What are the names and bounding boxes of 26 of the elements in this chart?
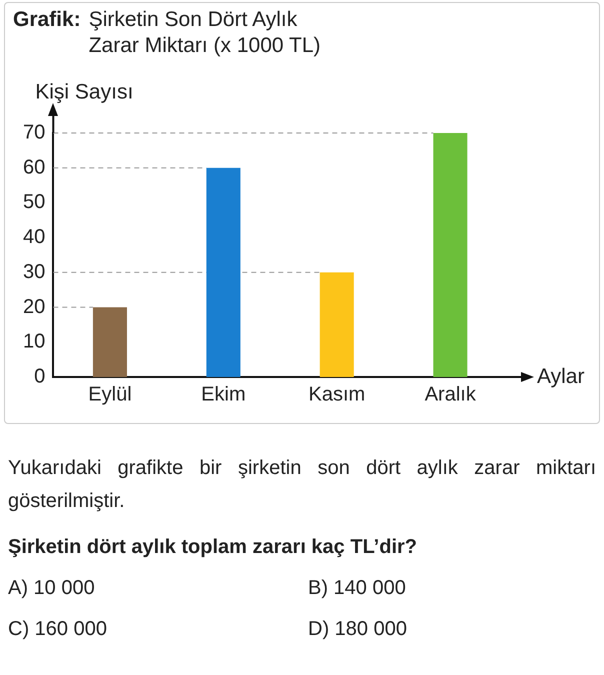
y-tick-label: 60 bbox=[22, 156, 46, 178]
y-tick-label: 20 bbox=[22, 296, 46, 318]
text: A) 10 000 bbox=[8, 577, 96, 600]
x-tick-label: Kasım bbox=[308, 384, 366, 406]
bar bbox=[92, 307, 127, 377]
y-tick-label: 30 bbox=[22, 260, 46, 283]
x-tick-label: Aralık bbox=[424, 384, 477, 406]
x-tick-label: Ekim bbox=[201, 384, 246, 406]
x-tick-label: Eylül bbox=[88, 384, 132, 406]
text: Şirketin dört aylık toplam zararı kaç TL’dir? bbox=[8, 536, 418, 559]
text: Yukarıdaki grafikte bir şirketin son dört aylık zarar miktarı gösterilmiştir. bbox=[8, 456, 596, 514]
bar bbox=[320, 272, 354, 377]
bar bbox=[206, 168, 240, 377]
y-tick-label: 40 bbox=[22, 226, 46, 248]
bar bbox=[433, 133, 468, 377]
y-tick-label: 70 bbox=[22, 122, 46, 144]
y-tick-label: 10 bbox=[22, 330, 46, 353]
y-tick-label: 50 bbox=[22, 191, 46, 214]
chart-subtitle: Şirketin Son Dört Aylık Zarar Miktarı (x 1000 TL) bbox=[88, 7, 322, 60]
chart-title: Grafik: bbox=[13, 7, 81, 33]
text: C) 160 000 bbox=[8, 618, 108, 641]
y-tick-label: 0 bbox=[34, 366, 46, 388]
text: D) 180 000 bbox=[308, 618, 408, 641]
y-axis-title: Kişi Sayısı bbox=[35, 80, 134, 104]
x-axis-title: Aylar bbox=[537, 364, 584, 388]
text: B) 140 000 bbox=[308, 577, 407, 600]
